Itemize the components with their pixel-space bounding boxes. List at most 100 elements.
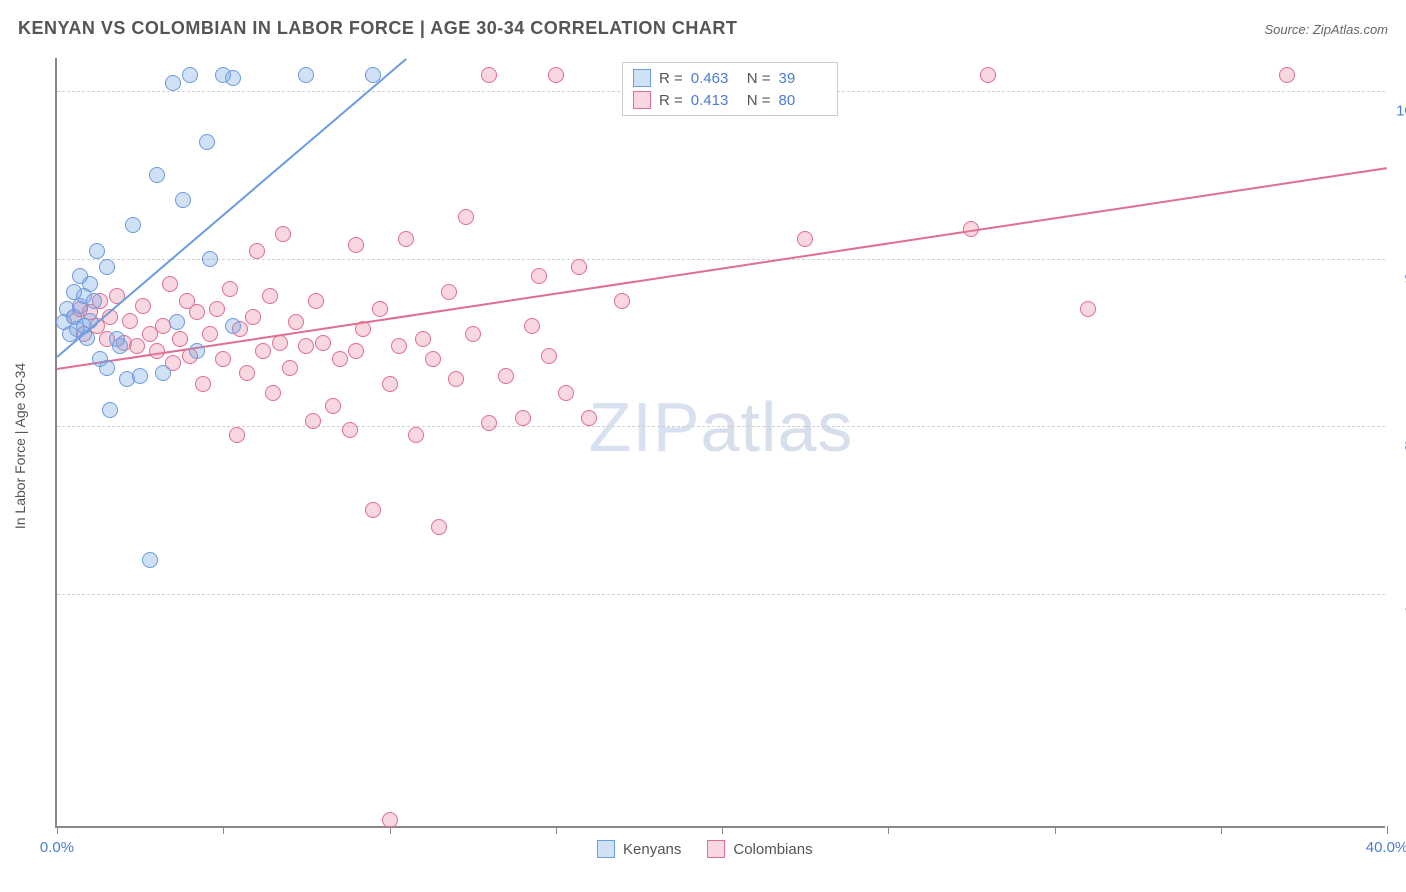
data-point (963, 221, 979, 237)
legend-r-value: 0.413 (691, 92, 739, 109)
data-point (531, 268, 547, 284)
data-point (288, 314, 304, 330)
data-point (86, 293, 102, 309)
data-point (112, 338, 128, 354)
data-point (272, 335, 288, 351)
data-point (382, 812, 398, 828)
data-point (125, 217, 141, 233)
x-tick-label: 0.0% (40, 839, 74, 856)
data-point (515, 410, 531, 426)
correlation-legend: R = 0.463 N = 39 R = 0.413 N = 80 (622, 62, 838, 116)
scatter-plot: ZIPatlas 70.0%80.0%90.0%100.0%0.0%40.0%R… (55, 58, 1385, 828)
data-point (465, 326, 481, 342)
data-point (458, 209, 474, 225)
data-point (199, 134, 215, 150)
gridline (57, 594, 1385, 595)
data-point (195, 376, 211, 392)
data-point (541, 348, 557, 364)
gridline (57, 259, 1385, 260)
data-point (408, 427, 424, 443)
x-tick (1055, 826, 1056, 834)
data-point (614, 293, 630, 309)
data-point (558, 385, 574, 401)
data-point (315, 335, 331, 351)
data-point (448, 371, 464, 387)
data-point (980, 67, 996, 83)
x-tick (1387, 826, 1388, 834)
x-tick (888, 826, 889, 834)
data-point (365, 67, 381, 83)
data-point (189, 304, 205, 320)
data-point (481, 67, 497, 83)
data-point (425, 351, 441, 367)
data-point (225, 70, 241, 86)
data-point (398, 231, 414, 247)
data-point (255, 343, 271, 359)
data-point (548, 67, 564, 83)
data-point (298, 338, 314, 354)
legend-n-value: 39 (779, 70, 827, 87)
data-point (275, 226, 291, 242)
data-point (149, 343, 165, 359)
legend-n-label: N = (747, 92, 771, 109)
data-point (355, 321, 371, 337)
data-point (99, 259, 115, 275)
x-tick (556, 826, 557, 834)
data-point (225, 318, 241, 334)
data-point (372, 301, 388, 317)
y-tick-label: 100.0% (1396, 103, 1406, 120)
legend-n-value: 80 (779, 92, 827, 109)
data-point (249, 243, 265, 259)
y-axis-title: In Labor Force | Age 30-34 (12, 363, 28, 529)
data-point (348, 237, 364, 253)
legend-label: Colombians (733, 841, 812, 858)
legend-r-label: R = (659, 70, 683, 87)
legend-row: R = 0.413 N = 80 (633, 89, 827, 111)
data-point (149, 167, 165, 183)
data-point (132, 368, 148, 384)
data-point (415, 331, 431, 347)
data-point (215, 351, 231, 367)
chart-title: KENYAN VS COLOMBIAN IN LABOR FORCE | AGE… (18, 18, 737, 39)
data-point (209, 301, 225, 317)
data-point (332, 351, 348, 367)
data-point (162, 276, 178, 292)
data-point (342, 422, 358, 438)
data-point (202, 326, 218, 342)
legend-r-value: 0.463 (691, 70, 739, 87)
legend-n-label: N = (747, 70, 771, 87)
legend-label: Kenyans (623, 841, 681, 858)
data-point (524, 318, 540, 334)
data-point (135, 298, 151, 314)
data-point (99, 360, 115, 376)
data-point (298, 67, 314, 83)
data-point (797, 231, 813, 247)
data-point (305, 413, 321, 429)
data-point (498, 368, 514, 384)
data-point (581, 410, 597, 426)
x-tick (1221, 826, 1222, 834)
data-point (481, 415, 497, 431)
x-tick (57, 826, 58, 834)
data-point (262, 288, 278, 304)
data-point (348, 343, 364, 359)
data-point (382, 376, 398, 392)
data-point (1080, 301, 1096, 317)
data-point (245, 309, 261, 325)
data-point (365, 502, 381, 518)
data-point (79, 330, 95, 346)
data-point (142, 552, 158, 568)
legend-row: R = 0.463 N = 39 (633, 67, 827, 89)
data-point (229, 427, 245, 443)
data-point (308, 293, 324, 309)
legend-swatch (633, 91, 651, 109)
data-point (441, 284, 457, 300)
legend-swatch (597, 840, 615, 858)
data-point (571, 259, 587, 275)
data-point (102, 402, 118, 418)
legend-r-label: R = (659, 92, 683, 109)
x-tick (722, 826, 723, 834)
legend-swatch (633, 69, 651, 87)
source-label: Source: ZipAtlas.com (1264, 22, 1388, 37)
series-legend: Kenyans Colombians (597, 840, 813, 858)
